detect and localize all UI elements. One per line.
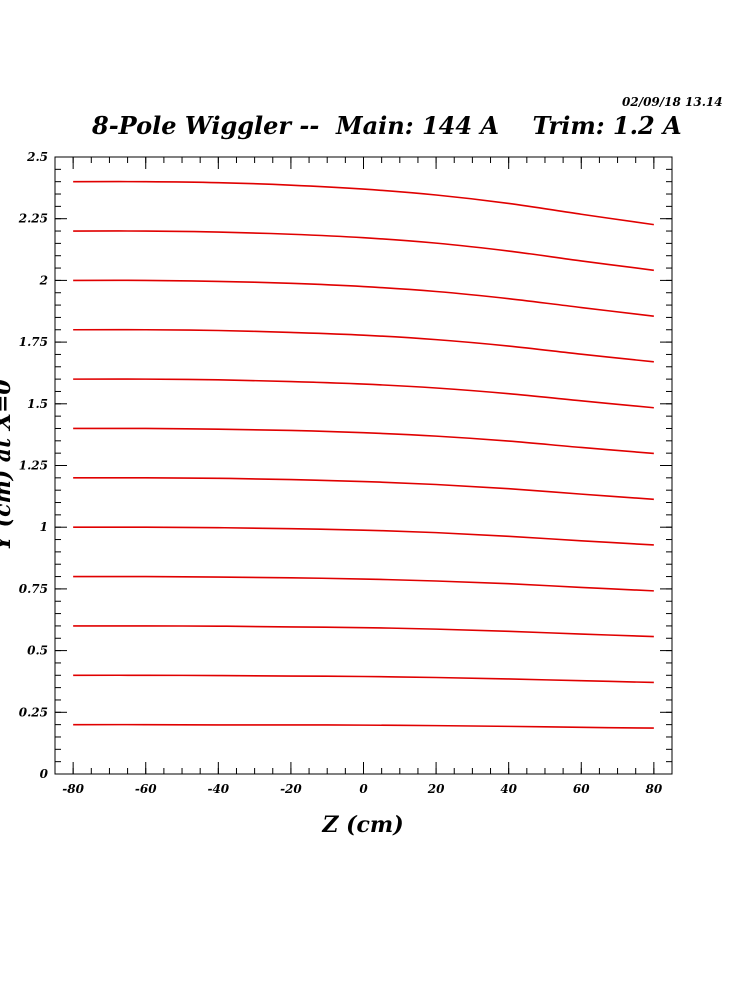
series-line-8 (73, 378, 654, 409)
series-line-9 (73, 328, 654, 363)
y-tick-label: 1.75 (19, 335, 48, 349)
series-line-1 (73, 723, 654, 729)
series-line-5 (73, 526, 654, 546)
y-tick-label: 2.5 (26, 150, 48, 164)
x-axis-title: Z (cm) (321, 812, 403, 838)
series-line-7 (73, 427, 654, 455)
y-axis-title: Y (cm) at X=0 (0, 379, 16, 551)
chart-title: 8-Pole Wiggler -- Main: 144 A Trim: 1.2 … (92, 111, 682, 140)
y-tick-label: 1.5 (27, 397, 48, 411)
datestamp: 02/09/18 13.14 (622, 95, 723, 109)
y-tick-label: 0.25 (19, 705, 48, 719)
series-line-2 (73, 674, 654, 684)
series-line-6 (73, 477, 654, 501)
x-tick-label: 60 (573, 782, 590, 796)
series-line-4 (73, 575, 654, 592)
series-line-12 (73, 180, 654, 226)
tick-labels: -80 -60 -40 -20 0 20 40 60 80 0 0.25 0.5 0.75 1 1.25 1.… (18, 150, 663, 796)
y-tick-label: 2.25 (18, 212, 48, 226)
y-tick-label: 1 (40, 520, 48, 534)
series-line-11 (73, 230, 654, 272)
x-tick-label: -40 (207, 782, 229, 796)
x-tick-label: -60 (135, 782, 157, 796)
series-layer (73, 180, 654, 729)
x-tick-label: 80 (646, 782, 663, 796)
y-tick-label: 2 (39, 273, 48, 287)
x-tick-label: -20 (280, 782, 302, 796)
series-line-3 (73, 625, 654, 638)
x-tick-label: 40 (500, 782, 517, 796)
x-tick-label: 0 (359, 782, 368, 796)
y-tick-label: 0 (40, 767, 49, 781)
y-tick-label: 0.75 (19, 582, 48, 596)
series-line-10 (73, 279, 654, 317)
x-tick-label: 20 (427, 782, 445, 796)
x-tick-label: -80 (62, 782, 84, 796)
y-tick-label: 1.25 (19, 459, 48, 473)
y-tick-label: 0.5 (27, 644, 48, 658)
major-ticks (55, 156, 672, 775)
